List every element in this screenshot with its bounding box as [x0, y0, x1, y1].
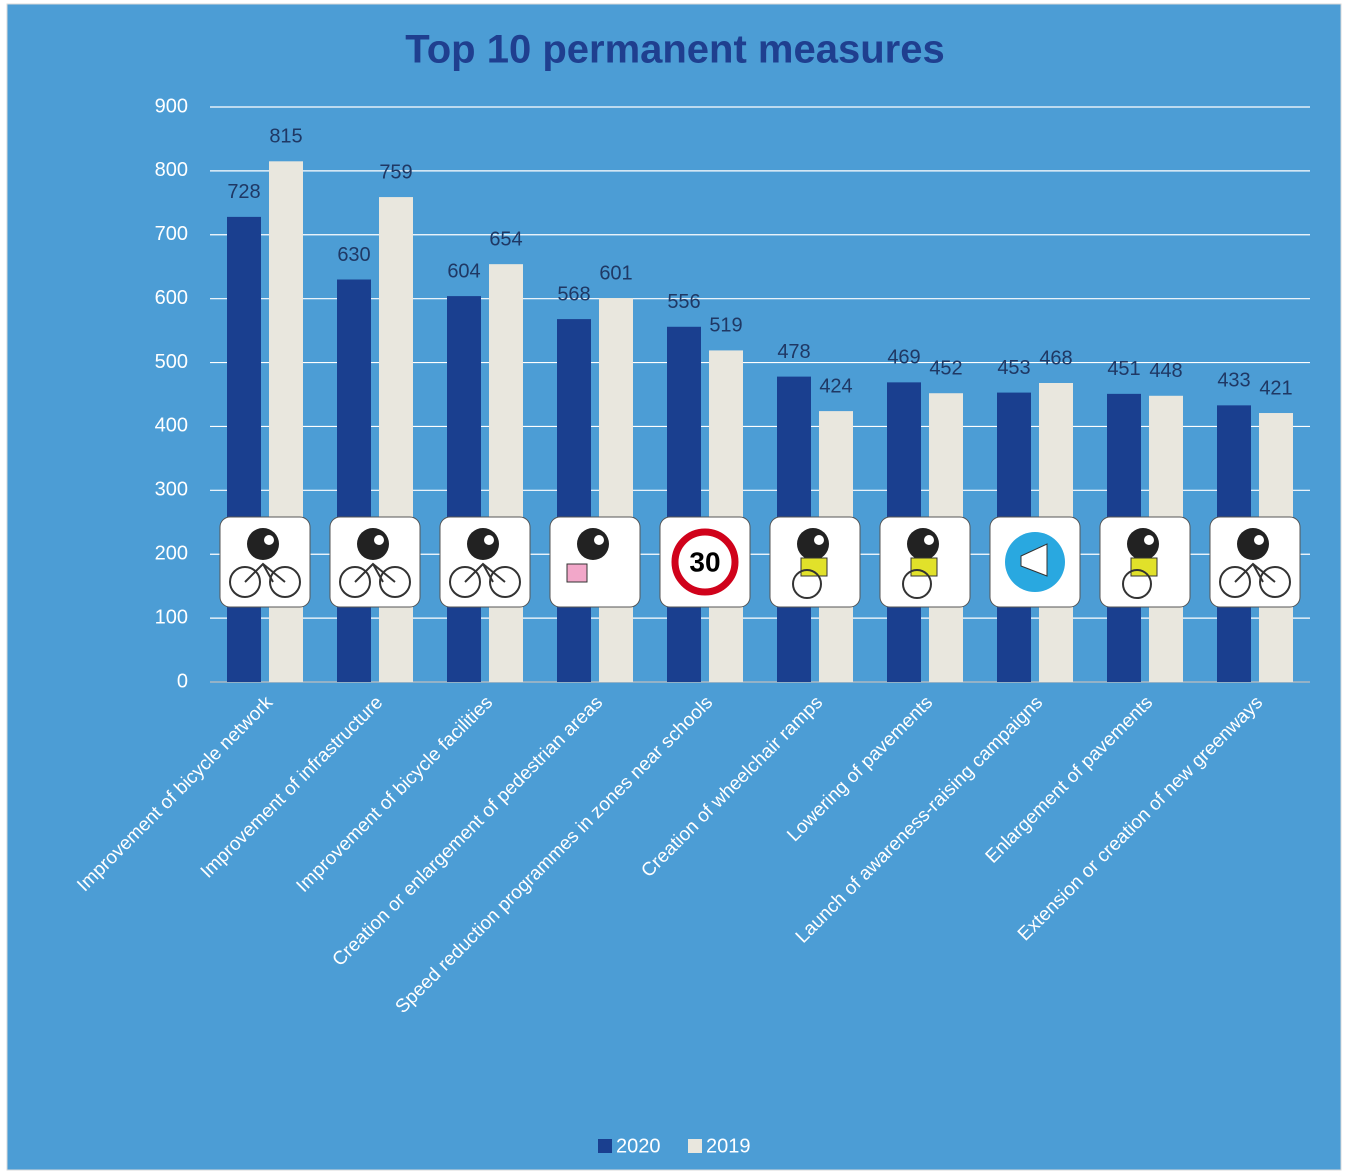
character-eye	[484, 535, 494, 545]
legend-label: 2019	[706, 1135, 751, 1157]
bag	[566, 563, 588, 583]
character-head	[467, 528, 499, 560]
legend-swatch	[598, 1139, 612, 1153]
icon-frame	[439, 516, 531, 608]
icon-frame	[219, 516, 311, 608]
wheelchair-seat	[910, 557, 938, 577]
value-label: 468	[1039, 347, 1072, 369]
speed-sign	[671, 528, 739, 596]
icon	[329, 516, 421, 608]
bar	[227, 216, 261, 682]
value-label: 448	[1149, 360, 1182, 382]
character-head	[247, 528, 279, 560]
legend-label: 2020	[616, 1135, 661, 1157]
value-label: 556	[667, 291, 700, 313]
wheel	[269, 566, 301, 598]
y-tick-label: 700	[155, 223, 188, 245]
wheel	[1219, 566, 1251, 598]
icon	[439, 516, 531, 608]
icon-frame	[549, 516, 641, 608]
value-label: 568	[557, 283, 590, 305]
character-eye	[374, 535, 384, 545]
wheel	[449, 566, 481, 598]
character-head	[1127, 528, 1159, 560]
bar	[599, 298, 633, 682]
wheel	[229, 566, 261, 598]
value-label: 424	[819, 375, 852, 397]
bar	[557, 319, 591, 682]
character-head	[577, 528, 609, 560]
bar	[447, 296, 481, 682]
icon	[879, 516, 971, 608]
value-label: 630	[337, 244, 370, 266]
icon	[989, 516, 1081, 608]
icon	[549, 516, 641, 608]
value-label: 654	[489, 228, 522, 250]
character-eye	[264, 535, 274, 545]
value-label: 815	[269, 126, 302, 148]
value-label: 478	[777, 341, 810, 363]
wheel	[1259, 566, 1291, 598]
y-tick-label: 200	[155, 543, 188, 565]
bar	[337, 279, 371, 682]
value-label: 759	[379, 161, 412, 183]
speed-sign-label: 30	[689, 546, 720, 577]
legend-swatch	[688, 1139, 702, 1153]
value-label: 519	[709, 315, 742, 337]
y-tick-label: 400	[155, 415, 188, 437]
bar	[379, 197, 413, 683]
value-label: 601	[599, 262, 632, 284]
icon	[1209, 516, 1301, 608]
y-tick-label: 500	[155, 351, 188, 373]
y-tick-label: 600	[155, 287, 188, 309]
bike-frame	[354, 562, 396, 583]
wheel	[489, 566, 521, 598]
icon	[769, 516, 861, 608]
character-eye	[814, 535, 824, 545]
wheel	[792, 569, 822, 599]
y-tick-label: 800	[155, 159, 188, 181]
bar	[709, 350, 743, 682]
character-head	[797, 528, 829, 560]
value-label: 469	[887, 347, 920, 369]
icon	[219, 516, 311, 608]
character-head	[907, 528, 939, 560]
character-eye	[594, 535, 604, 545]
icon	[1099, 516, 1191, 608]
wheel	[339, 566, 371, 598]
character-eye	[1144, 535, 1154, 545]
value-label: 451	[1107, 358, 1140, 380]
y-tick-label: 300	[155, 479, 188, 501]
bar	[489, 264, 523, 682]
wheelchair-seat	[1130, 557, 1158, 577]
megaphone	[1020, 543, 1048, 577]
bar	[667, 326, 701, 682]
character-eye	[924, 535, 934, 545]
icon: 30	[659, 516, 751, 608]
value-label: 421	[1259, 377, 1292, 399]
character-eye	[1254, 535, 1264, 545]
value-label: 728	[227, 181, 260, 203]
y-tick-label: 0	[177, 670, 188, 692]
y-tick-label: 900	[155, 95, 188, 117]
wheel	[379, 566, 411, 598]
icon-frame	[1209, 516, 1301, 608]
wheel	[902, 569, 932, 599]
value-label: 604	[447, 260, 480, 282]
value-label: 433	[1217, 370, 1250, 392]
character-head	[357, 528, 389, 560]
character-head	[1237, 528, 1269, 560]
wheelchair-seat	[800, 557, 828, 577]
value-label: 452	[929, 358, 962, 380]
bike-frame	[1234, 562, 1276, 583]
value-label: 453	[997, 357, 1030, 379]
bike-frame	[464, 562, 506, 583]
chart-title: Top 10 permanent measures	[405, 28, 944, 72]
bike-frame	[244, 562, 286, 583]
icon-frame	[329, 516, 421, 608]
y-tick-label: 100	[155, 606, 188, 628]
wheel	[1122, 569, 1152, 599]
